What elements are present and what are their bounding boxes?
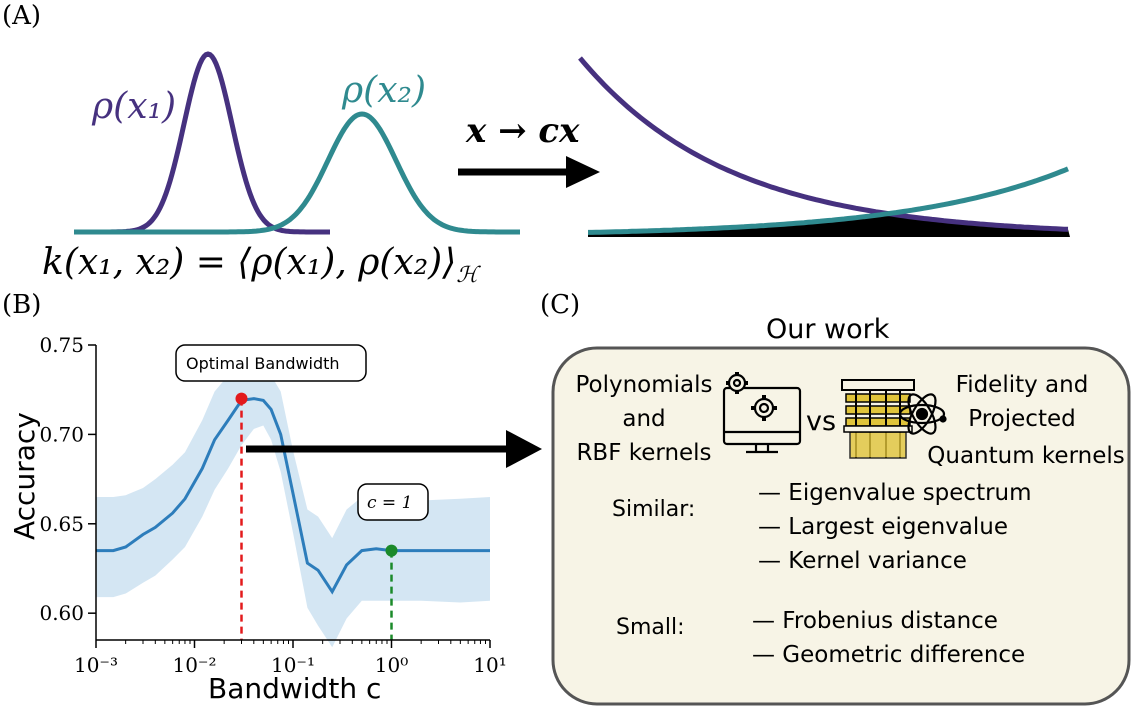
x-tick-label: 10⁻²: [172, 653, 216, 677]
b-to-c-arrow-head: [506, 430, 542, 468]
panel-c-title: Our work: [766, 314, 890, 345]
gaussian-x1-curve: [74, 51, 330, 235]
panel-c-label: (C): [540, 290, 580, 320]
x-tick-label: 10⁻³: [74, 653, 118, 677]
small-list: — Frobenius distance — Geometric differe…: [752, 608, 1025, 668]
right-kernel-labels: Fidelity and Projected Quantum kernels: [927, 372, 1124, 469]
right-line-3: Quantum kernels: [927, 443, 1124, 469]
y-tick-label: 0.70: [39, 422, 84, 446]
optimal-bandwidth-point: [235, 392, 248, 405]
similar-item-1: — Eigenvalue spectrum: [758, 480, 1032, 506]
right-line-1: Fidelity and: [956, 372, 1089, 398]
similar-item-3: — Kernel variance: [758, 548, 967, 574]
small-item-1: — Frobenius distance: [752, 608, 998, 634]
rho-x1-label: ρ(x₁): [91, 86, 176, 127]
small-item-2: — Geometric difference: [752, 642, 1025, 668]
left-line-2: and: [622, 406, 665, 432]
gaussian-x2-curve: [74, 111, 520, 235]
map-arrow-head: [566, 156, 600, 188]
left-line-1: Polynomials: [575, 372, 712, 398]
left-line-3: RBF kernels: [576, 440, 711, 466]
our-work-box: [551, 346, 1131, 706]
right-line-2: Projected: [968, 406, 1075, 432]
x-tick-label: 10⁻¹: [271, 653, 315, 677]
panel-b-label: (B): [2, 290, 41, 320]
accuracy-line: [96, 397, 490, 595]
quantum-computer-icon: [841, 379, 915, 459]
x-tick-label: 10⁰: [375, 653, 408, 677]
c1-callout-text: c = 1: [367, 493, 412, 513]
x-axis-label: Bandwidth c: [208, 672, 381, 705]
y-axis-label: Accuracy: [8, 412, 41, 540]
vs-text: vs: [806, 406, 836, 437]
left-kernel-labels: Polynomials and RBF kernels: [575, 372, 712, 466]
kernel-overlap-area: [588, 213, 1070, 237]
accuracy-confidence-band: [96, 362, 490, 648]
y-tick-label: 0.60: [39, 601, 84, 625]
y-ticks: 0.60 0.65 0.70 0.75: [39, 333, 96, 625]
c-equals-1-point: [385, 544, 398, 557]
similar-item-2: — Largest eigenvalue: [758, 514, 1008, 540]
scaled-x2-curve: [588, 166, 1069, 235]
c1-callout-box: [357, 483, 429, 521]
y-tick-label: 0.75: [39, 333, 84, 357]
rho-x2-label: ρ(x₂): [341, 70, 426, 111]
accuracy-chart: 10⁻³ 10⁻² 10⁻¹ 10⁰ 10¹ 0.60 0.65 0.70 0.75 Band…: [8, 333, 507, 705]
x-tick-label: 10¹: [473, 653, 506, 677]
optimal-callout-box: [175, 344, 367, 382]
y-tick-label: 0.65: [39, 512, 84, 536]
scaled-x1-curve: [578, 56, 1069, 232]
small-label: Small:: [616, 615, 685, 640]
map-label: x → cx: [465, 111, 580, 151]
similar-label: Similar:: [612, 497, 695, 522]
similar-list: — Eigenvalue spectrum — Largest eigenval…: [758, 480, 1032, 574]
atom-icon: [898, 393, 947, 435]
x-ticks: 10⁻³ 10⁻² 10⁻¹ 10⁰ 10¹: [74, 640, 507, 677]
panel-a-label: (A): [2, 1, 41, 31]
optimal-callout-text: Optimal Bandwidth: [186, 354, 340, 373]
kernel-formula: k(x₁, x₂) = ⟨ρ(x₁), ρ(x₂)⟩ℋ: [42, 242, 481, 288]
gears-monitor-icon: [722, 372, 802, 454]
